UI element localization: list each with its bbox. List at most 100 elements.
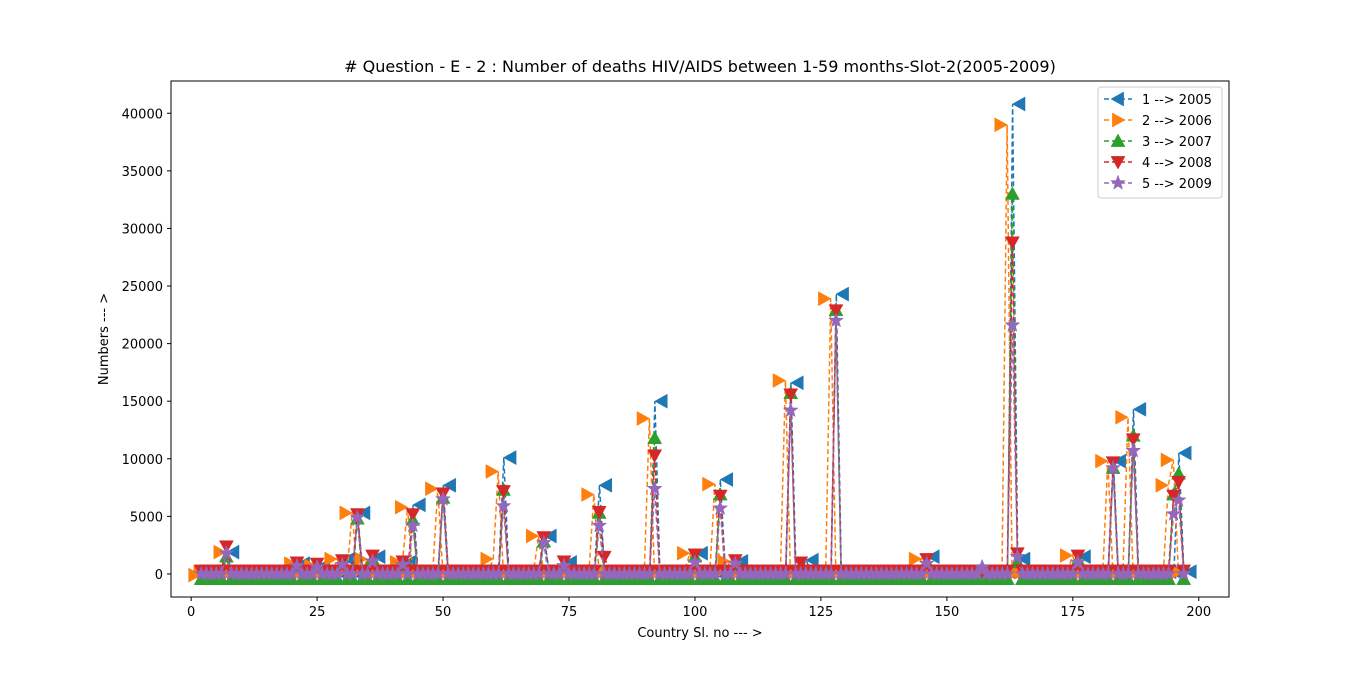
series-point (719, 472, 734, 487)
series-point (288, 557, 306, 573)
legend-item: 2 --> 2006 (1104, 112, 1212, 129)
series-point (309, 558, 326, 574)
series-point (581, 487, 595, 502)
series-point (1004, 186, 1020, 200)
series-point (435, 490, 452, 506)
series-point (686, 553, 704, 570)
series-point (339, 505, 353, 521)
series-point (555, 557, 573, 573)
series-point (727, 555, 744, 571)
series-point (994, 117, 1008, 133)
legend-marker (1112, 112, 1126, 128)
legend-item: 3 --> 2007 (1104, 133, 1212, 150)
y-tick-label: 40000 (122, 107, 163, 122)
series-point (805, 552, 819, 568)
series-point (1011, 96, 1026, 112)
x-axis-label: Country Sl. no --- > (637, 626, 762, 641)
series-3 (193, 186, 1192, 585)
legend-marker (1110, 91, 1124, 107)
series-point (213, 544, 227, 560)
axes: 0 25 50 75 100 125 150 175 200 0 5000 10000 15000 200… (122, 80, 1230, 620)
series-point (782, 401, 799, 418)
series-point (324, 551, 338, 567)
series-point (1004, 316, 1021, 333)
legend: 1 --> 2005 2 --> 2006 3 --> 2007 4 --> 2008… (1097, 86, 1223, 199)
legend-marker (1110, 156, 1126, 170)
series-point (1178, 445, 1192, 461)
legend-item: 5 --> 2009 (1104, 174, 1212, 192)
y-tick-label: 0 (155, 568, 163, 583)
y-tick-label: 30000 (122, 222, 163, 237)
chart-title: # Question - E - 2 : Number of deaths HI… (344, 57, 1056, 76)
series-4 (193, 236, 1192, 579)
x-tick-label: 75 (561, 605, 578, 620)
series-point (218, 544, 235, 561)
series-point (496, 485, 511, 499)
series-point (636, 411, 651, 426)
series-point (394, 499, 409, 515)
series-point (1105, 459, 1122, 475)
series-point (1016, 551, 1031, 567)
series-point (591, 505, 607, 520)
series-point (654, 393, 668, 409)
series-point (1132, 401, 1147, 417)
series-point (1125, 442, 1142, 458)
series-point (525, 528, 540, 544)
y-tick-label: 15000 (122, 395, 163, 410)
series-point (1171, 475, 1187, 490)
series-point (712, 489, 728, 504)
legend-item: 4 --> 2008 (1104, 156, 1212, 171)
series-point (394, 556, 411, 572)
series-2 (188, 117, 1185, 583)
series-point (425, 481, 439, 497)
x-tick-label: 100 (683, 605, 708, 620)
x-tick-label: 50 (435, 605, 452, 620)
legend-marker (1110, 133, 1126, 147)
series-point (404, 517, 421, 533)
series-point (702, 476, 716, 492)
series-point (827, 312, 845, 328)
series-point (371, 549, 386, 565)
series-point (485, 464, 500, 479)
legend-marker (1109, 174, 1127, 190)
series-point (793, 556, 809, 570)
series-point (1095, 453, 1109, 469)
series-point (772, 373, 787, 388)
plot-frame (170, 80, 1230, 598)
series-line (201, 320, 1185, 577)
y-tick-label: 5000 (130, 510, 163, 525)
series-point (405, 508, 421, 522)
series-point (828, 304, 844, 318)
x-tick-label: 125 (809, 605, 834, 620)
x-tick-label: 175 (1060, 605, 1085, 620)
series-point (1155, 477, 1170, 493)
series-point (835, 286, 849, 302)
x-tick-label: 25 (309, 605, 326, 620)
series-point (790, 375, 804, 391)
series-point (818, 291, 832, 307)
x-tick-label: 0 (187, 605, 195, 620)
y-tick-label: 25000 (122, 280, 163, 295)
series-point (598, 477, 613, 493)
x-tick-label: 200 (1186, 605, 1211, 620)
series-point (908, 551, 923, 567)
series-line (201, 103, 1185, 576)
series-5 (193, 312, 1192, 581)
series-point (1115, 409, 1129, 425)
series-point (677, 545, 691, 561)
series-point (364, 552, 381, 569)
series-point (918, 555, 935, 571)
legend-label: 3 --> 2007 (1142, 135, 1212, 150)
series-point (1059, 548, 1074, 563)
series-point (502, 450, 517, 466)
series-point (225, 544, 240, 560)
series-point (495, 497, 512, 513)
series-point (480, 551, 494, 567)
series-point (999, 565, 1016, 581)
legend-item: 1 --> 2005 (1104, 91, 1212, 108)
y-axis-label: Numbers --- > (97, 293, 112, 385)
series-line (201, 242, 1185, 574)
series-point (1175, 565, 1192, 581)
series-point (1009, 548, 1026, 564)
series-point (1160, 565, 1177, 581)
